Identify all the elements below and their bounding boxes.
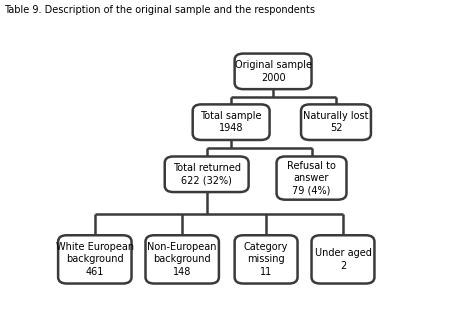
FancyBboxPatch shape [276,156,346,200]
Text: Under aged
2: Under aged 2 [314,248,372,271]
FancyBboxPatch shape [235,235,298,283]
FancyBboxPatch shape [312,235,374,283]
Text: Refusal to
answer
79 (4%): Refusal to answer 79 (4%) [287,161,336,195]
Text: Original sample
2000: Original sample 2000 [235,60,312,82]
Text: Total returned
622 (32%): Total returned 622 (32%) [173,163,241,185]
FancyBboxPatch shape [235,53,312,89]
FancyBboxPatch shape [58,235,132,283]
FancyBboxPatch shape [165,156,249,192]
Text: Table 9. Description of the original sample and the respondents: Table 9. Description of the original sam… [5,5,316,15]
Text: White European
background
461: White European background 461 [56,242,134,277]
Text: Total sample
1948: Total sample 1948 [200,111,262,133]
FancyBboxPatch shape [193,104,270,140]
Text: Non-European
background
148: Non-European background 148 [147,242,217,277]
FancyBboxPatch shape [301,104,371,140]
FancyBboxPatch shape [146,235,219,283]
Text: Category
missing
11: Category missing 11 [244,242,288,277]
Text: Naturally lost
52: Naturally lost 52 [303,111,369,133]
